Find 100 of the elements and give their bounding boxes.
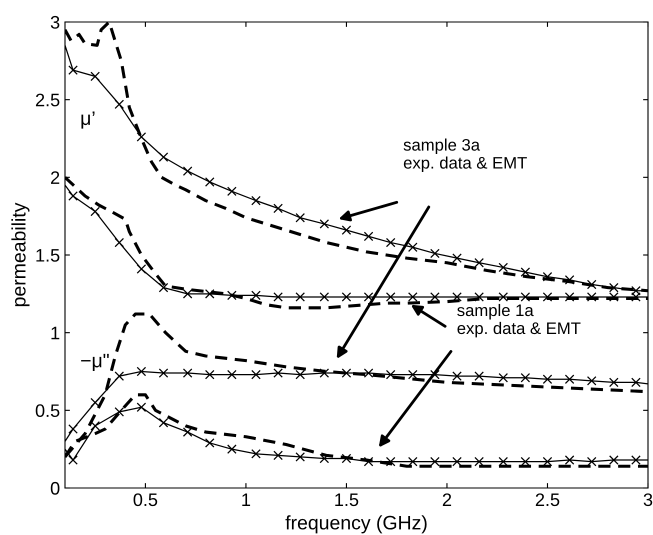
point — [430, 292, 440, 302]
point — [295, 292, 305, 302]
point — [295, 452, 305, 462]
point — [586, 280, 596, 290]
point — [204, 370, 215, 380]
point — [182, 368, 192, 378]
point — [295, 212, 305, 223]
point — [227, 290, 237, 300]
point — [520, 267, 530, 277]
point — [364, 368, 374, 378]
point — [586, 292, 596, 302]
point — [136, 402, 146, 412]
point — [158, 368, 168, 378]
point — [631, 286, 641, 296]
point — [498, 372, 508, 383]
point — [408, 242, 418, 252]
point — [90, 421, 100, 431]
point — [320, 368, 330, 378]
point — [430, 456, 440, 466]
point — [227, 186, 237, 196]
point — [452, 292, 462, 302]
point — [342, 225, 352, 235]
y-tick-label: 0 — [50, 482, 60, 495]
point — [474, 292, 484, 302]
point — [158, 282, 168, 292]
point — [564, 455, 574, 465]
point — [320, 292, 330, 302]
y-tick-label: 3 — [50, 16, 60, 29]
point — [474, 258, 484, 268]
point — [631, 378, 641, 388]
point — [408, 456, 418, 466]
point — [68, 455, 78, 465]
point — [386, 370, 396, 380]
point — [631, 455, 641, 465]
point — [182, 166, 192, 176]
point — [204, 438, 215, 448]
point — [498, 456, 508, 466]
y-tick-label: 2 — [51, 171, 60, 184]
point — [227, 370, 237, 380]
point — [474, 371, 484, 381]
point — [386, 456, 396, 466]
point — [295, 370, 305, 380]
point — [320, 219, 330, 229]
point — [430, 370, 440, 380]
point — [386, 238, 396, 248]
point — [408, 292, 418, 302]
annotation: sample 1a exp. data & EMT — [457, 304, 581, 338]
point — [90, 72, 100, 82]
point — [158, 418, 168, 428]
point — [520, 372, 530, 383]
point — [136, 132, 146, 142]
point — [227, 444, 237, 454]
point — [320, 454, 330, 464]
point — [364, 292, 374, 302]
point — [609, 455, 619, 465]
point — [182, 427, 192, 437]
point — [273, 292, 283, 302]
point — [68, 65, 78, 75]
point — [452, 253, 462, 263]
point — [114, 371, 124, 381]
point — [542, 292, 552, 302]
point — [564, 374, 574, 384]
x-tick-label: 2.5 — [536, 493, 560, 506]
annotation: μ’ — [81, 112, 94, 129]
point — [564, 275, 574, 285]
point — [342, 368, 352, 378]
point — [158, 152, 168, 162]
y-tick-label: 0.5 — [36, 404, 60, 418]
point — [609, 292, 619, 302]
point — [408, 370, 418, 380]
point — [204, 289, 215, 299]
x-tick-label: 1 — [242, 494, 250, 506]
point — [136, 264, 146, 274]
point — [474, 456, 484, 466]
point — [114, 407, 124, 417]
x-tick-label: 0.5 — [134, 493, 158, 506]
y-tick-label: 1 — [51, 326, 60, 340]
point — [182, 289, 192, 299]
point — [342, 454, 352, 464]
point — [542, 272, 552, 282]
point — [631, 292, 641, 302]
point — [68, 191, 78, 201]
x-tick-label: 3 — [644, 493, 652, 506]
point — [273, 204, 283, 214]
point — [498, 262, 508, 272]
point — [342, 292, 352, 302]
point — [564, 292, 574, 302]
point — [364, 456, 374, 466]
point — [586, 456, 596, 466]
point — [542, 374, 552, 384]
point — [609, 378, 619, 388]
point — [251, 290, 261, 300]
point — [273, 368, 283, 378]
point — [251, 370, 261, 380]
point — [204, 177, 215, 187]
x-tick-label: 1.5 — [335, 494, 358, 506]
point — [542, 456, 552, 466]
point — [586, 376, 596, 386]
point — [364, 232, 374, 242]
point — [90, 398, 100, 408]
